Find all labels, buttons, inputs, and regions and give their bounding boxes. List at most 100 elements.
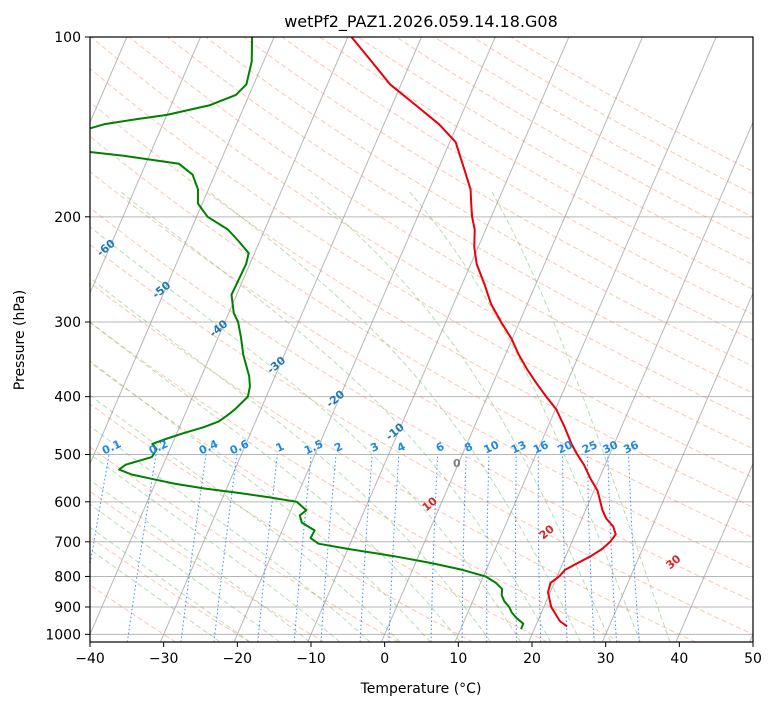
x-tick-label: −30 — [149, 651, 179, 667]
isotherm-line — [307, 37, 570, 642]
moist-adiabat-line — [90, 277, 491, 642]
dry-adiabat-label: 20 — [537, 522, 557, 542]
moist-adiabat-line — [90, 321, 461, 642]
isotherm-line — [675, 462, 753, 642]
moist-adiabat-line — [409, 191, 641, 642]
mixing-ratio-line — [359, 454, 373, 642]
dry-adiabat-line — [90, 170, 753, 570]
mixing-ratio-label: 8 — [462, 440, 474, 455]
dry-adiabat-line — [90, 37, 753, 450]
isotherm-line — [90, 37, 275, 465]
dry-adiabat-line — [90, 244, 753, 635]
y-tick-label: 600 — [54, 495, 81, 511]
dry-adiabat-line — [434, 37, 753, 218]
x-tick-label: 20 — [523, 651, 541, 667]
x-tick-label: −40 — [75, 651, 105, 667]
mixing-ratio-line — [213, 454, 238, 642]
x-tick-label: 40 — [670, 651, 688, 667]
dry-adiabat-line — [357, 37, 753, 266]
dry-adiabat-line — [90, 101, 753, 508]
series-layer — [90, 37, 617, 630]
moist-adiabat-line — [90, 453, 341, 642]
isotherm-label: -80 — [0, 157, 5, 180]
dry-adiabat-label: 10 — [420, 494, 440, 514]
y-tick-label: 800 — [54, 569, 81, 585]
x-tick-label: 10 — [449, 651, 467, 667]
mixing-ratio-line — [486, 454, 490, 642]
y-tick-label: 100 — [54, 30, 81, 46]
dry-adiabat-line — [472, 37, 753, 195]
dry-adiabat-line — [281, 37, 753, 315]
mixing-ratio-line — [607, 454, 617, 642]
mixing-ratio-line — [514, 454, 517, 642]
label-layer: 0.10.20.40.611.52346810131620253036-100-… — [0, 157, 684, 573]
dry-adiabat-line — [90, 282, 696, 642]
y-axis-title: Pressure (hPa) — [12, 290, 28, 390]
mixing-ratio-line — [90, 454, 110, 568]
dry-adiabat-line — [90, 536, 251, 642]
moist-adiabat-line — [90, 226, 522, 642]
mixing-ratio-line — [430, 454, 439, 642]
moist-adiabat-line — [491, 192, 671, 642]
mixing-ratio-label: 25 — [580, 438, 599, 456]
mixing-ratio-line — [388, 454, 400, 642]
dry-adiabat-line — [90, 403, 473, 642]
mixing-ratio-line — [320, 454, 337, 642]
mixing-ratio-label: 2 — [332, 440, 344, 455]
mixing-ratio-label: 36 — [621, 438, 641, 456]
isotherm-line — [90, 37, 201, 295]
isotherm-label: -30 — [265, 354, 289, 377]
isotherm-label: -20 — [324, 387, 348, 410]
dry-adiabat-line — [319, 37, 753, 290]
y-tick-label: 1000 — [45, 627, 81, 643]
dry-adiabat-line — [90, 490, 325, 642]
y-tick-label: 400 — [54, 390, 81, 406]
temperature-profile-line — [350, 37, 617, 628]
x-tick-label: −10 — [296, 651, 326, 667]
x-tick-label: −20 — [223, 651, 253, 667]
dry-adiabat-label: 30 — [663, 552, 683, 572]
chart-title: wetPf2_PAZ1.2026.059.14.18.G08 — [284, 12, 558, 32]
mixing-ratio-label: 30 — [601, 438, 621, 456]
dry-adiabat-line — [510, 37, 753, 172]
dry-adiabat-line — [90, 361, 548, 642]
dry-adiabat-line — [90, 135, 753, 539]
mixing-ratio-line — [257, 454, 278, 642]
dry-adiabat-line — [129, 37, 753, 422]
mixing-ratio-label: 20 — [555, 438, 575, 456]
dry-adiabat-line — [167, 37, 753, 394]
mixing-ratio-line — [537, 454, 542, 642]
mixing-ratio-line — [628, 454, 640, 642]
dry-adiabat-line — [90, 68, 753, 479]
plot-frame — [89, 36, 754, 643]
isotherm-line — [528, 121, 753, 642]
isotherm-label: -10 — [383, 420, 407, 443]
mixing-ratio-label: 6 — [434, 440, 447, 455]
mixing-ratio-label: 16 — [531, 438, 551, 456]
dry-adiabat-line — [90, 321, 622, 642]
mixing-ratio-label: 13 — [509, 438, 528, 456]
dewpoint-profile-line — [90, 37, 525, 630]
isotherm-line — [90, 37, 349, 636]
freezing-label: 0 — [453, 457, 461, 470]
moist-adiabat-line — [310, 191, 611, 642]
y-axis: 1000 900 800 700 600 500 400 300 200 100 — [45, 30, 90, 643]
isotherm-label: -70 — [41, 189, 65, 212]
y-tick-label: 900 — [54, 600, 81, 616]
mixing-ratio-label: 4 — [395, 440, 408, 455]
isotherm-line — [159, 37, 422, 642]
moist-adiabat-line — [90, 425, 371, 642]
moist-adiabat-line — [209, 191, 582, 642]
x-tick-label: 50 — [744, 651, 762, 667]
isotherm-label: -50 — [150, 278, 174, 301]
isotherm-label: -60 — [94, 237, 118, 260]
isotherm-line — [601, 291, 753, 642]
y-tick-label: 500 — [54, 448, 81, 464]
dry-adiabat-line — [243, 37, 753, 341]
x-tick-label: 30 — [597, 651, 615, 667]
mixing-ratio-line — [180, 454, 207, 642]
x-axis-title: Temperature (°C) — [360, 681, 482, 697]
mixing-ratio-label: 10 — [482, 438, 502, 456]
mixing-ratio-line — [461, 454, 467, 642]
